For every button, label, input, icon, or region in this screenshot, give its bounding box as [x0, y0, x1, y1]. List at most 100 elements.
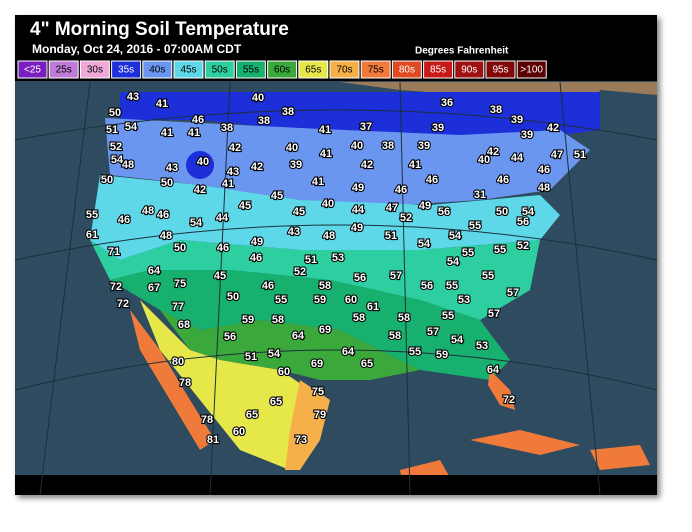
temperature-reading: 45 — [271, 190, 283, 202]
temperature-reading: 39 — [521, 129, 533, 141]
temperature-reading: 41 — [156, 98, 168, 110]
temperature-reading: 57 — [427, 326, 439, 338]
temperature-reading: 54 — [125, 121, 138, 133]
temperature-reading: 55 — [482, 270, 494, 282]
temperature-reading: 49 — [351, 222, 363, 234]
temperature-reading: 41 — [319, 124, 331, 136]
temperature-reading: 55 — [469, 220, 481, 232]
temperature-reading: 47 — [551, 149, 563, 161]
legend-label: 40s — [149, 65, 165, 76]
temperature-reading: 42 — [487, 146, 499, 158]
temperature-reading: 78 — [179, 377, 191, 389]
legend-label: >100 — [520, 65, 543, 76]
temperature-reading: 56 — [438, 206, 450, 218]
temperature-reading: 60 — [345, 294, 357, 306]
legend-swatch — [298, 60, 329, 79]
temperature-reading: 71 — [108, 246, 120, 258]
units: Degrees Fahrenheit — [415, 46, 509, 57]
temperature-reading: 41 — [161, 127, 173, 139]
temperature-reading: 50 — [496, 206, 508, 218]
temperature-reading: 54 — [418, 238, 431, 250]
temperature-reading: 46 — [426, 174, 438, 186]
temperature-reading: 57 — [390, 270, 402, 282]
temperature-reading: 64 — [342, 346, 355, 358]
temperature-reading: 38 — [258, 115, 270, 127]
temperature-reading: 43 — [166, 162, 178, 174]
temperature-reading: 55 — [409, 346, 421, 358]
temperature-reading: 57 — [488, 308, 500, 320]
temperature-reading: 31 — [474, 189, 486, 201]
temperature-reading: 50 — [174, 242, 186, 254]
temperature-reading: 46 — [217, 242, 229, 254]
temperature-reading: 40 — [252, 92, 264, 104]
legend-swatch — [173, 60, 204, 79]
temperature-reading: 52 — [400, 212, 412, 224]
temperature-reading: 50 — [101, 174, 113, 186]
temperature-reading: 48 — [122, 159, 134, 171]
legend-label: 75s — [368, 65, 384, 76]
temperature-reading: 55 — [86, 209, 98, 221]
temperature-reading: 55 — [462, 247, 474, 259]
legend-swatch — [391, 60, 422, 79]
temperature-reading: 68 — [178, 319, 190, 331]
temperature-reading: 42 — [229, 142, 241, 154]
subtitle: Monday, Oct 24, 2016 - 07:00AM CDT — [32, 42, 242, 56]
temperature-reading: 54 — [268, 348, 281, 360]
temperature-reading: 36 — [441, 97, 453, 109]
legend-swatch — [204, 60, 235, 79]
temperature-reading: 58 — [353, 312, 365, 324]
legend-swatch — [142, 60, 173, 79]
temperature-reading: 69 — [311, 358, 323, 370]
temperature-reading: 44 — [352, 204, 365, 216]
temperature-reading: 48 — [538, 182, 550, 194]
temperature-reading: 65 — [361, 358, 373, 370]
legend-label: 65s — [305, 65, 321, 76]
legend-label: 30s — [87, 65, 103, 76]
temperature-reading: 64 — [292, 330, 305, 342]
temperature-reading: 54 — [449, 230, 462, 242]
temperature-reading: 72 — [117, 298, 129, 310]
temperature-reading: 58 — [389, 330, 401, 342]
legend-label: 95s — [492, 65, 508, 76]
legend-swatch — [111, 60, 142, 79]
temperature-reading: 46 — [118, 214, 130, 226]
temperature-reading: 38 — [282, 106, 294, 118]
temperature-reading: 55 — [442, 310, 454, 322]
temperature-reading: 60 — [233, 426, 245, 438]
title: 4" Morning Soil Temperature — [30, 19, 289, 40]
temperature-reading: 75 — [174, 278, 186, 290]
temperature-reading: 45 — [239, 200, 251, 212]
temperature-reading: 81 — [207, 434, 219, 446]
temperature-reading: 48 — [160, 230, 172, 242]
temperature-reading: 41 — [312, 176, 324, 188]
temperature-reading: 41 — [188, 127, 200, 139]
legend-swatch — [516, 60, 547, 79]
temperature-reading: 57 — [507, 287, 519, 299]
temperature-reading: 53 — [332, 252, 344, 264]
legend-label: 25s — [56, 65, 72, 76]
temperature-reading: 65 — [270, 396, 282, 408]
legend-label: 90s — [461, 65, 477, 76]
temperature-reading: 52 — [294, 266, 306, 278]
legend-swatch — [48, 60, 79, 79]
temperature-reading: 49 — [352, 182, 364, 194]
temperature-reading: 55 — [446, 280, 458, 292]
legend-label: 70s — [336, 65, 352, 76]
temperature-reading: 39 — [290, 159, 302, 171]
temperature-reading: 58 — [398, 312, 410, 324]
temperature-reading: 53 — [458, 294, 470, 306]
temperature-reading: 54 — [447, 256, 460, 268]
legend-swatch — [17, 60, 48, 79]
temperature-reading: 42 — [361, 159, 373, 171]
temperature-reading: 50 — [161, 177, 173, 189]
temperature-reading: 48 — [323, 230, 335, 242]
temperature-reading: 46 — [250, 252, 262, 264]
temperature-reading: 43 — [288, 226, 300, 238]
temperature-reading: 43 — [127, 91, 139, 103]
temperature-reading: 39 — [418, 140, 430, 152]
temperature-reading: 46 — [262, 280, 274, 292]
temperature-reading: 64 — [487, 364, 500, 376]
temperature-reading: 54 — [190, 217, 203, 229]
temperature-reading: 40 — [351, 140, 363, 152]
